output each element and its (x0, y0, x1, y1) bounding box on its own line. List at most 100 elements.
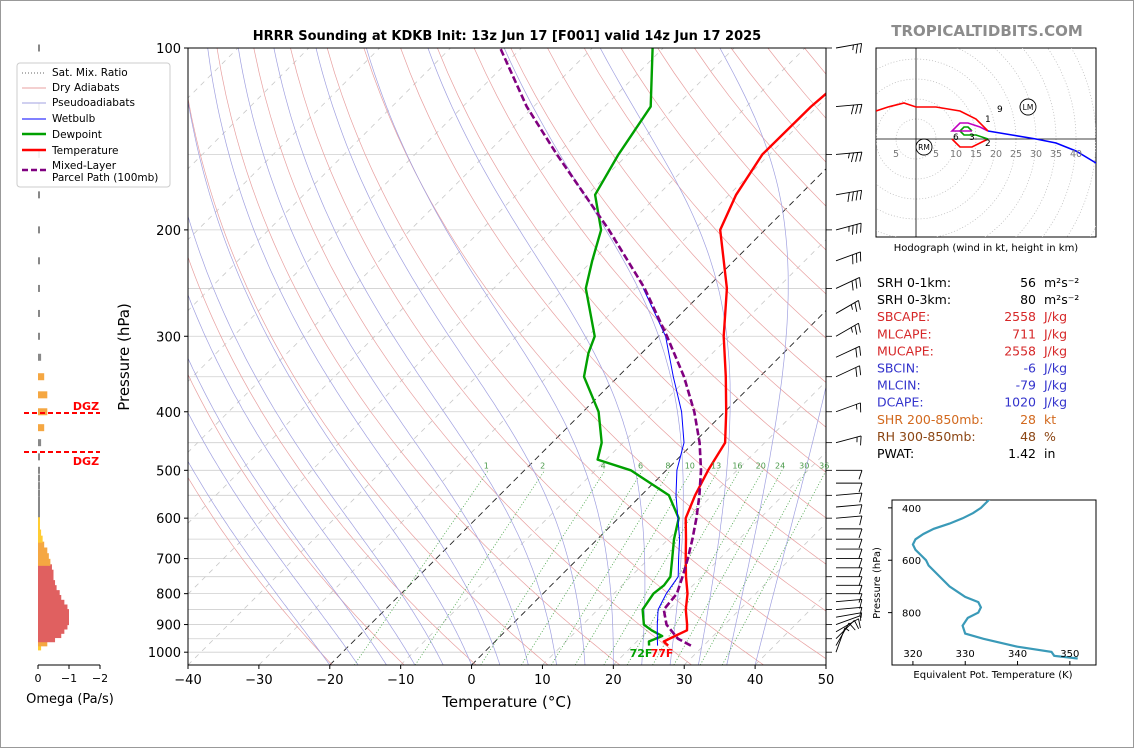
omega-bar (38, 489, 40, 496)
omega-bar (38, 333, 40, 340)
legend: Sat. Mix. Ratio Dry Adiabats Pseudoadiab… (17, 63, 170, 187)
y-tick-label: 1000 (148, 646, 181, 661)
parameter-value: 1.42 (1008, 446, 1036, 461)
hodograph-height-label: 6 (953, 133, 959, 143)
parameter-label: RH 300-850mb: (877, 429, 976, 444)
omega-bar (38, 503, 40, 510)
parameter-label: PWAT: (877, 446, 914, 461)
mixing-ratio-label: 10 (685, 461, 695, 470)
x-tick-label: 20 (605, 673, 622, 688)
parameter-label: SBCIN: (877, 361, 919, 376)
parameter-unit: kt (1044, 412, 1056, 427)
omega-bar (38, 373, 44, 380)
x-tick-label: −30 (245, 673, 272, 688)
omega-bar (38, 191, 40, 198)
omega-bar (38, 453, 40, 460)
hodograph-height-label: 9 (997, 105, 1003, 115)
omega-bar (38, 354, 41, 361)
hodograph-ring-label: 20 (990, 149, 1002, 160)
omega-bar (38, 530, 41, 537)
omega-bar (38, 226, 40, 233)
mixing-ratio-label: 6 (638, 461, 643, 470)
hodograph-ring-label: 40 (1070, 149, 1082, 160)
wind-barb-half-flag (861, 613, 862, 618)
mixing-ratio-label: 30 (799, 461, 809, 470)
wind-barb-flag (857, 224, 858, 233)
parameter-unit: J/kg (1043, 309, 1067, 324)
x-tick-label: −10 (387, 673, 414, 688)
omega-bar (38, 482, 40, 489)
hodograph-ring-label: 30 (1030, 149, 1042, 160)
hodograph-caption: Hodograph (wind in kt, height in km) (894, 243, 1079, 254)
wind-barb-flag (853, 225, 854, 234)
parameter-value: -6 (1024, 361, 1037, 376)
omega-bar (38, 424, 44, 431)
parameter-label: SRH 0-1km: (877, 275, 951, 290)
x-tick-label: 10 (534, 673, 551, 688)
omega-bar (38, 517, 40, 524)
omega-bar (38, 439, 41, 446)
parameter-unit: J/kg (1043, 326, 1067, 341)
wind-barb-flag (861, 223, 862, 232)
hodograph-ring-label: 25 (1010, 149, 1022, 160)
hodograph-ring-label: 10 (950, 149, 962, 160)
y-tick-label: 100 (156, 42, 181, 57)
omega-bar (38, 408, 47, 415)
omega-bar (38, 523, 40, 530)
parameter-unit: % (1044, 429, 1056, 444)
omega-tick-label: −1 (61, 672, 77, 685)
legend-wetbulb-label: Wetbulb (52, 113, 96, 125)
parameter-label: SBCAPE: (877, 309, 930, 324)
x-tick-label: 30 (676, 673, 693, 688)
hodograph-ring-label: 5 (893, 149, 899, 160)
mixing-ratio-label: 8 (665, 461, 670, 470)
omega-bar (38, 497, 40, 504)
chart-title: HRRR Sounding at KDKB Init: 13z Jun 17 [… (253, 29, 761, 44)
surface-temperature-label: 77F (651, 647, 674, 660)
x-tick-label: −20 (316, 673, 343, 688)
legend-dry-label: Dry Adiabats (52, 82, 120, 94)
parameter-label: MLCAPE: (877, 326, 932, 341)
legend-parcel-label-2: Parcel Path (100mb) (52, 172, 158, 184)
theta-e-y-tick-label: 400 (902, 504, 921, 515)
parameter-unit: in (1044, 446, 1055, 461)
mixing-ratio-label: 1 (484, 461, 489, 470)
hodograph-rm-label: RM (918, 143, 930, 152)
parameter-label: SHR 200-850mb: (877, 412, 984, 427)
mixing-ratio-label: 16 (732, 461, 742, 470)
theta-e-y-tick-label: 800 (902, 609, 921, 620)
omega-bar (38, 475, 40, 482)
x-tick-label: 0 (467, 673, 475, 688)
y-tick-label: 300 (156, 330, 181, 345)
mixing-ratio-label: 2 (540, 461, 545, 470)
parameter-unit: J/kg (1043, 361, 1067, 376)
parameter-value: 80 (1020, 292, 1036, 307)
theta-e-x-tick-label: 340 (1008, 649, 1027, 660)
y-tick-label: 800 (156, 588, 181, 603)
parameter-value: 711 (1012, 326, 1036, 341)
watermark: TROPICALTIDBITS.COM (891, 22, 1083, 40)
parameter-value: 48 (1020, 429, 1036, 444)
x-tick-label: 40 (747, 673, 764, 688)
hodograph-ring-label: 35 (1050, 149, 1062, 160)
omega-bar (38, 542, 44, 549)
parameter-row: RH 300-850mb: 48% (877, 429, 1056, 444)
dgz-bottom-label: DGZ (73, 455, 99, 468)
theta-e-y-tick-label: 600 (902, 556, 921, 567)
theta-e-x-tick-label: 350 (1060, 649, 1079, 660)
omega-bar (38, 310, 40, 317)
wind-barb-half-flag (853, 45, 854, 50)
parameter-value: 2558 (1004, 309, 1036, 324)
parameter-unit: J/kg (1043, 378, 1067, 393)
theta-e-ylabel: Pressure (hPa) (872, 547, 883, 619)
wind-barb-flag (861, 436, 862, 445)
mixing-ratio-label: 36 (819, 461, 829, 470)
hodograph-height-label: 2 (985, 139, 991, 149)
y-axis-label: Pressure (hPa) (115, 303, 133, 411)
omega-bar (38, 391, 47, 398)
omega-bar (38, 536, 43, 543)
theta-e-x-tick-label: 320 (903, 649, 922, 660)
mixing-ratio-label: 20 (756, 461, 766, 470)
